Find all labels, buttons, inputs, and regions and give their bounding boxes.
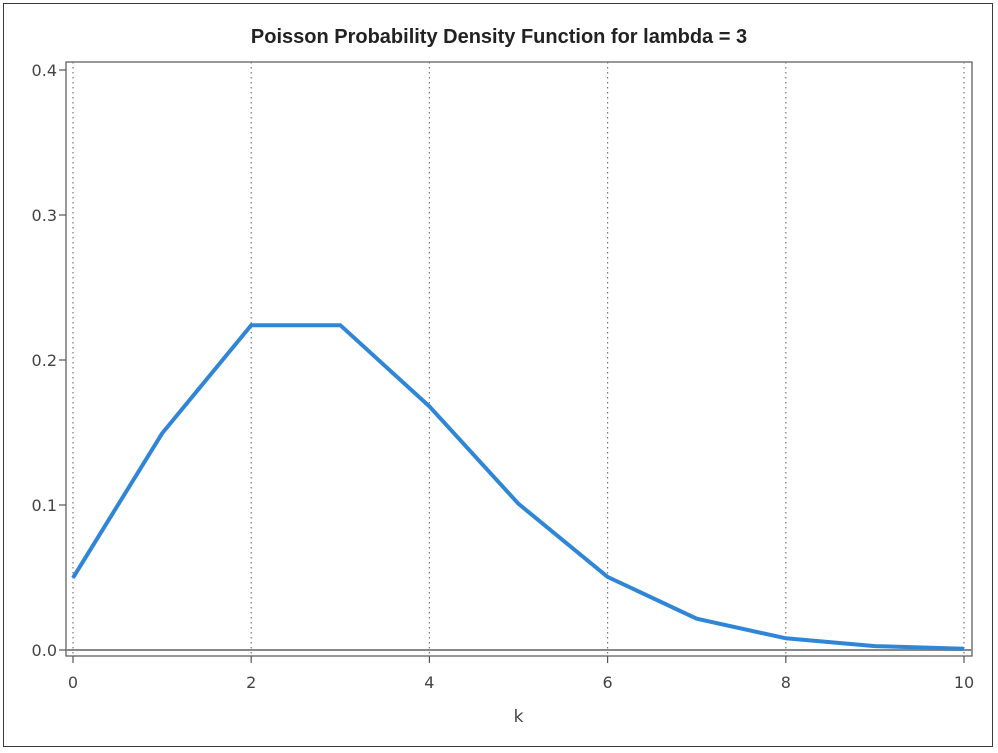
x-tick-label: 2 bbox=[246, 673, 256, 692]
x-axis-title: k bbox=[514, 707, 524, 727]
chart-title: Poisson Probability Density Function for… bbox=[250, 26, 748, 48]
x-tick-label: 0 bbox=[68, 673, 78, 692]
x-tick-label: 8 bbox=[781, 673, 791, 692]
y-tick-label: 0.1 bbox=[32, 496, 57, 515]
x-tick-label: 10 bbox=[954, 673, 974, 692]
plot-border bbox=[65, 61, 973, 657]
series-line bbox=[71, 323, 965, 651]
y-tick-label: 0.0 bbox=[32, 641, 57, 660]
y-tick-label: 0.3 bbox=[32, 206, 57, 225]
chart-frame bbox=[3, 3, 993, 747]
x-tick-label: 4 bbox=[424, 673, 434, 692]
y-tick-label: 0.2 bbox=[32, 351, 57, 370]
x-tick-label: 6 bbox=[603, 673, 613, 692]
y-tick-label: 0.4 bbox=[32, 61, 57, 80]
